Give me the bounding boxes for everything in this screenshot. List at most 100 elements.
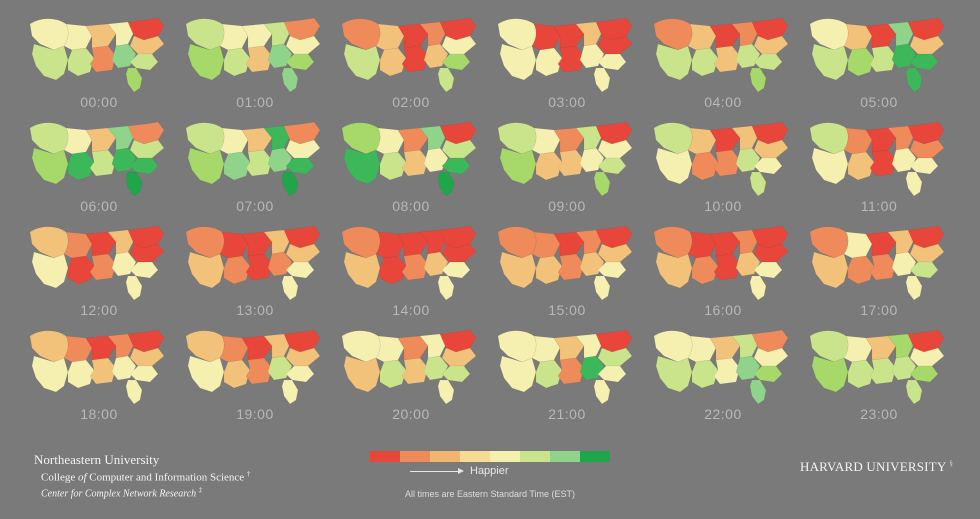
- region-shape: [379, 47, 407, 77]
- time-label: 22:00: [704, 406, 742, 422]
- region-shape: [597, 35, 633, 55]
- region-shape: [847, 47, 875, 77]
- region-shape: [441, 157, 471, 175]
- us-cartogram: [185, 225, 321, 301]
- region-shape: [187, 251, 225, 289]
- region-shape: [63, 23, 93, 51]
- region-shape: [281, 379, 299, 405]
- map-panel: 18:00: [24, 326, 180, 430]
- legend-swatch: [520, 451, 550, 462]
- legend-swatch: [580, 451, 610, 462]
- region-shape: [379, 359, 407, 389]
- region-shape: [713, 149, 741, 177]
- region-shape: [713, 253, 741, 281]
- region-shape: [499, 43, 537, 81]
- region-shape: [281, 67, 299, 93]
- us-cartogram: [341, 225, 477, 301]
- region-shape: [129, 157, 159, 175]
- map-panel: 00:00: [24, 14, 180, 118]
- region-shape: [441, 347, 477, 367]
- time-label: 18:00: [80, 406, 118, 422]
- us-cartogram: [497, 17, 633, 93]
- region-shape: [691, 151, 719, 181]
- region-shape: [31, 251, 69, 289]
- region-shape: [401, 357, 429, 385]
- time-label: 03:00: [548, 94, 586, 110]
- region-shape: [499, 251, 537, 289]
- region-shape: [557, 45, 585, 73]
- time-label: 08:00: [392, 198, 430, 214]
- region-shape: [441, 365, 471, 383]
- region-shape: [219, 23, 249, 51]
- region-shape: [245, 149, 273, 177]
- time-label: 10:00: [704, 198, 742, 214]
- timezone-footnote: All times are Eastern Standard Time (EST…: [404, 489, 576, 499]
- region-shape: [285, 139, 321, 159]
- region-shape: [753, 365, 783, 383]
- region-shape: [245, 45, 273, 73]
- region-shape: [531, 335, 561, 363]
- map-panel: 05:00: [804, 14, 960, 118]
- region-shape: [713, 45, 741, 73]
- region-shape: [379, 151, 407, 181]
- region-shape: [749, 275, 767, 301]
- legend-swatch: [490, 451, 520, 462]
- region-shape: [125, 275, 143, 301]
- region-shape: [63, 127, 93, 155]
- region-shape: [129, 261, 159, 279]
- region-shape: [285, 243, 321, 263]
- region-shape: [869, 45, 897, 73]
- map-panel: 16:00: [648, 222, 804, 326]
- map-grid: 00:00 01:00 02:00 03:00 04:00 05:00 06:00 07:00…: [24, 14, 960, 424]
- map-panel: 06:00: [24, 118, 180, 222]
- time-label: 12:00: [80, 302, 118, 318]
- region-shape: [869, 357, 897, 385]
- us-cartogram: [29, 17, 165, 93]
- region-shape: [31, 147, 69, 185]
- map-panel: 04:00: [648, 14, 804, 118]
- time-label: 11:00: [860, 198, 898, 214]
- region-shape: [655, 355, 693, 393]
- region-shape: [343, 355, 381, 393]
- map-panel: 20:00: [336, 326, 492, 430]
- us-cartogram: [497, 225, 633, 301]
- us-cartogram: [497, 121, 633, 197]
- region-shape: [843, 335, 873, 363]
- region-shape: [593, 379, 611, 405]
- region-shape: [655, 43, 693, 81]
- region-shape: [31, 43, 69, 81]
- region-shape: [597, 347, 633, 367]
- us-cartogram: [185, 17, 321, 93]
- map-panel: 19:00: [180, 326, 336, 430]
- map-panel: 15:00: [492, 222, 648, 326]
- region-shape: [499, 355, 537, 393]
- harvard-credit: HARVARD UNIVERSITY §: [800, 459, 954, 474]
- time-label: 20:00: [392, 406, 430, 422]
- region-shape: [749, 67, 767, 93]
- region-shape: [753, 347, 789, 367]
- region-shape: [129, 347, 165, 367]
- region-shape: [909, 365, 939, 383]
- region-shape: [187, 43, 225, 81]
- region-shape: [245, 357, 273, 385]
- region-shape: [441, 35, 477, 55]
- region-shape: [869, 253, 897, 281]
- region-shape: [285, 35, 321, 55]
- region-shape: [89, 45, 117, 73]
- region-shape: [811, 43, 849, 81]
- region-shape: [375, 23, 405, 51]
- region-shape: [753, 243, 789, 263]
- region-shape: [843, 127, 873, 155]
- region-shape: [437, 67, 455, 93]
- us-cartogram: [29, 329, 165, 405]
- region-shape: [129, 243, 165, 263]
- region-shape: [691, 255, 719, 285]
- region-shape: [219, 127, 249, 155]
- time-label: 19:00: [236, 406, 274, 422]
- region-shape: [129, 365, 159, 383]
- region-shape: [125, 171, 143, 197]
- time-label: 00:00: [80, 94, 118, 110]
- map-panel: 17:00: [804, 222, 960, 326]
- us-cartogram: [341, 121, 477, 197]
- time-label: 06:00: [80, 198, 118, 214]
